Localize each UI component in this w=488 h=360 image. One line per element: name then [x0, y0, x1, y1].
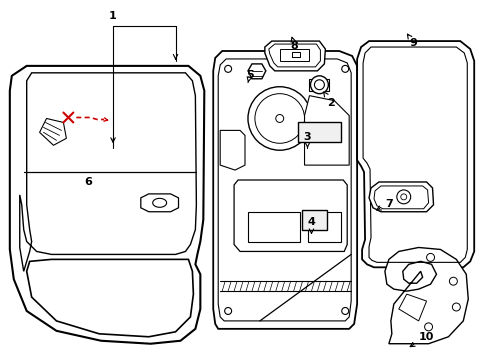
Polygon shape — [234, 180, 346, 251]
Polygon shape — [368, 182, 433, 212]
Circle shape — [310, 76, 327, 94]
Polygon shape — [27, 260, 193, 337]
Polygon shape — [247, 212, 299, 242]
Polygon shape — [264, 41, 325, 71]
Circle shape — [396, 190, 410, 204]
Circle shape — [224, 307, 231, 314]
Text: 2: 2 — [323, 92, 334, 108]
Polygon shape — [10, 66, 204, 344]
Polygon shape — [356, 41, 473, 267]
Circle shape — [314, 80, 324, 90]
Polygon shape — [220, 130, 244, 170]
Polygon shape — [304, 96, 348, 165]
Polygon shape — [309, 79, 328, 91]
Text: 7: 7 — [376, 199, 392, 210]
Polygon shape — [247, 64, 265, 79]
Polygon shape — [307, 212, 341, 242]
Polygon shape — [213, 51, 356, 329]
Text: 5: 5 — [245, 70, 253, 82]
Circle shape — [247, 87, 311, 150]
Circle shape — [224, 66, 231, 72]
Polygon shape — [141, 194, 178, 212]
Circle shape — [341, 66, 348, 72]
Text: 10: 10 — [409, 332, 433, 347]
Text: 3: 3 — [303, 132, 311, 148]
Polygon shape — [279, 49, 309, 61]
Text: 6: 6 — [84, 177, 92, 187]
Polygon shape — [297, 122, 341, 142]
Polygon shape — [384, 247, 468, 344]
Polygon shape — [301, 210, 326, 230]
Text: 4: 4 — [307, 217, 315, 233]
Circle shape — [275, 114, 283, 122]
Circle shape — [341, 307, 348, 314]
Text: 1: 1 — [109, 11, 117, 21]
Text: 8: 8 — [290, 37, 298, 51]
Polygon shape — [40, 118, 66, 145]
Text: 9: 9 — [407, 34, 417, 48]
